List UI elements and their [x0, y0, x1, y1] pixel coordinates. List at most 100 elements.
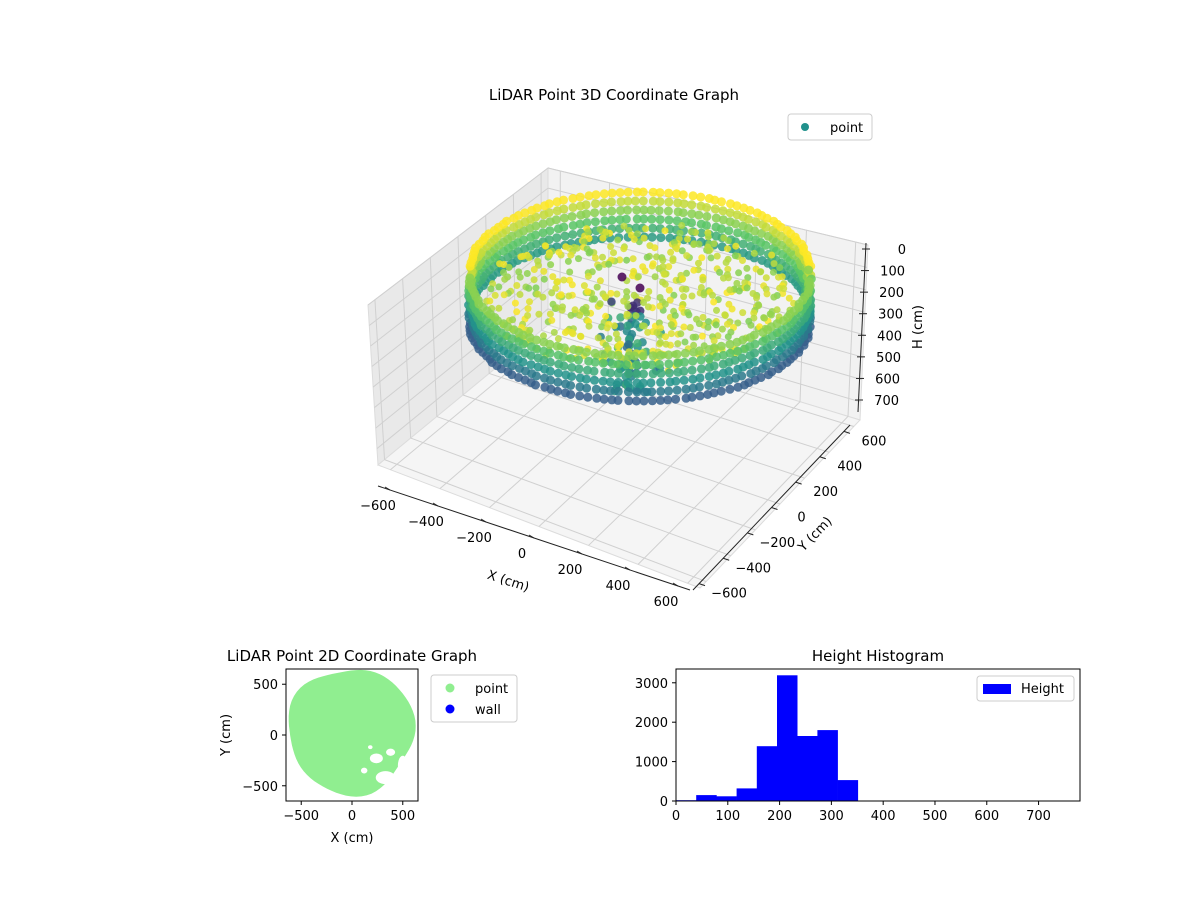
plot3d-point: [763, 290, 771, 298]
plot3d-point: [571, 306, 579, 314]
plot3d-point: [699, 276, 707, 284]
plot3d-z-axis-line: [857, 242, 867, 413]
plot3d-point: [702, 212, 712, 221]
plot3d-point: [678, 222, 686, 229]
plot3d-point: [630, 196, 640, 206]
plot3d-point: [567, 212, 577, 221]
plot3d-point: [607, 215, 617, 225]
plot3d-point: [647, 214, 657, 224]
plot3d-point: [725, 348, 735, 358]
plot3d-point: [624, 340, 633, 349]
plot3d-point: [486, 297, 494, 305]
plot3d-x-tick-label: 400: [606, 579, 631, 594]
plot3d-point: [639, 205, 649, 215]
plot3d-point: [632, 214, 642, 224]
plot3d-point: [549, 273, 557, 281]
plot3d-point: [758, 346, 768, 355]
plot3d-point: [648, 369, 658, 379]
plot3d-point: [646, 205, 656, 215]
plot3d-point: [590, 217, 600, 227]
plot3d-point: [531, 380, 540, 390]
plot3d-point: [655, 350, 665, 360]
plot3d-point: [535, 310, 543, 318]
histogram: Height Histogram 0 100 200 300 400 500 600 7000…: [635, 647, 1081, 824]
plot3d-point: [567, 251, 575, 259]
plot3d-point: [661, 227, 669, 235]
plot3d-point: [547, 261, 555, 269]
plot3d-point: [532, 344, 542, 354]
plot3d-point: [725, 339, 735, 349]
plot3d-point: [598, 376, 608, 386]
plot3d-point: [743, 284, 751, 292]
plot3d-point: [739, 257, 746, 264]
plot3d-point: [550, 328, 558, 336]
histogram-bar: [837, 780, 859, 801]
plot3d-point: [653, 253, 660, 261]
histogram-bar: [756, 746, 778, 801]
plot3d-point: [696, 192, 706, 202]
plot3d-point: [566, 268, 574, 276]
plot3d-point: [632, 360, 642, 370]
plot3d-point: [639, 214, 649, 224]
plot3d-point: [659, 256, 667, 264]
plot3d-point: [664, 215, 674, 225]
plot3d-point: [651, 244, 659, 252]
plot3d-point: [553, 377, 563, 387]
plot3d-point: [699, 313, 707, 321]
plot3d-point: [513, 282, 521, 289]
histogram-bar: [817, 730, 838, 801]
plot3d-point: [638, 187, 648, 197]
plot3d-point: [647, 396, 657, 406]
plot3d-point: [712, 352, 722, 362]
plot3d-point: [648, 262, 656, 270]
plot3d-point: [632, 369, 642, 379]
plot3d-point: [524, 305, 532, 313]
plot3d-point: [525, 284, 533, 292]
plot3d-point: [648, 351, 658, 361]
plot3d-point: [599, 207, 609, 217]
plot3d-point: [632, 312, 640, 320]
plot3d-legend-label: point: [830, 121, 863, 136]
plot3d-point: [568, 221, 578, 230]
plot3d-point: [590, 375, 599, 385]
plot3d-point: [710, 195, 720, 205]
plot3d-point: [716, 224, 726, 234]
plot3d-point: [613, 368, 623, 378]
plot3d-point: [591, 384, 601, 394]
plot2d-gap: [360, 767, 368, 774]
plot3d-point: [582, 383, 592, 393]
plot3d-point: [545, 226, 555, 236]
plot3d-point: [599, 234, 607, 242]
plot3d-point: [596, 277, 604, 285]
plot3d-point: [704, 345, 714, 354]
plot2d-gap: [386, 748, 396, 756]
plot3d-point: [516, 273, 524, 281]
plot3d-point: [732, 337, 742, 347]
plot3d-point: [648, 187, 658, 197]
plot3d-x-tick-label: −200: [456, 531, 492, 546]
plot3d-point: [511, 299, 519, 307]
plot3d-point: [716, 386, 726, 396]
plot3d-point: [769, 358, 779, 368]
plot3d-x-tick-label: −400: [408, 515, 444, 530]
plot3d-point: [732, 201, 742, 211]
plot3d-point-cloud: [464, 187, 816, 406]
plot3d-point: [682, 285, 690, 293]
histogram-axes-frame: [675, 668, 1081, 802]
plot2d-point-area: [288, 669, 416, 797]
plot2d-gap: [368, 745, 373, 750]
plot3d-point: [623, 378, 633, 388]
plot3d-point: [576, 210, 586, 220]
plot3d-point: [704, 354, 714, 363]
plot3d-point: [560, 213, 569, 223]
plot3d-point: [640, 299, 647, 306]
plot3d-point: [774, 346, 784, 356]
plot3d-point: [584, 272, 592, 280]
plot3d-point: [718, 325, 726, 333]
plot3d-point: [532, 335, 542, 345]
plot3d-point: [509, 316, 517, 324]
plot3d-point: [770, 260, 778, 268]
plot2d-xlabel: X (cm): [331, 831, 374, 846]
plot3d-point: [599, 253, 606, 261]
plot3d-point: [733, 228, 743, 238]
